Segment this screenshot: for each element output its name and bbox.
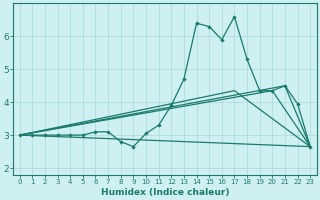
X-axis label: Humidex (Indice chaleur): Humidex (Indice chaleur) (101, 188, 229, 197)
